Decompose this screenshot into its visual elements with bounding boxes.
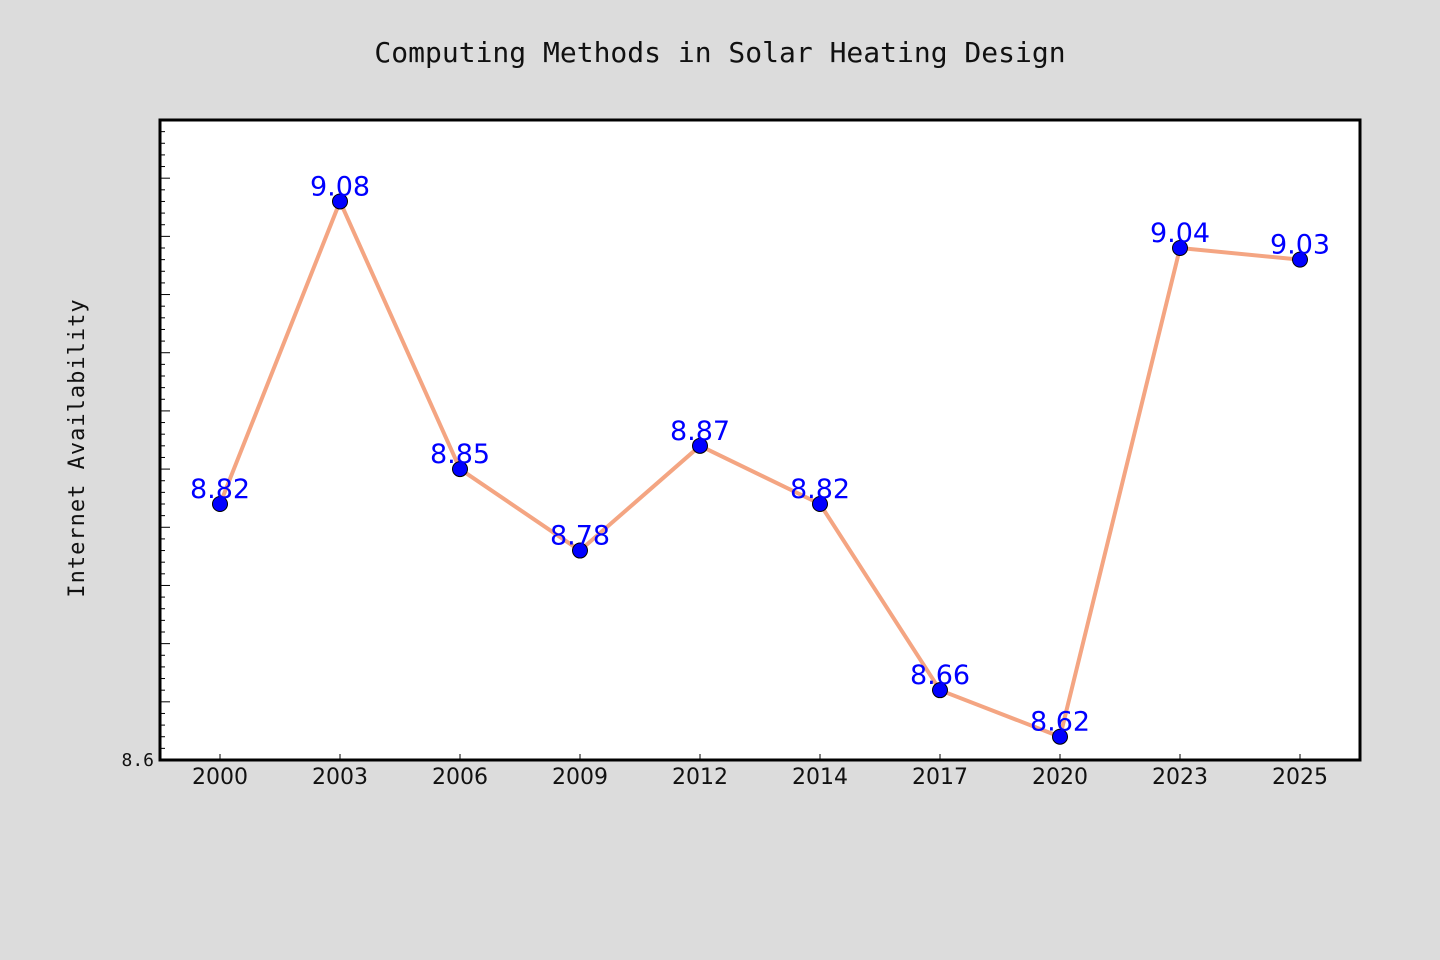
data-label: 8.82: [190, 474, 250, 505]
data-point: [332, 193, 348, 210]
series-line: [218, 199, 1302, 739]
chart-title: Computing Methods in Solar Heating Desig…: [374, 36, 1065, 69]
series-line-group: [218, 199, 1302, 739]
data-label: 8.78: [550, 521, 610, 552]
data-labels: 8.82 9.08 8.85 8.78 8.87 8.82 8.66 8.62 9.04 9.03: [190, 171, 1330, 737]
x-tick-label: 2023: [1152, 765, 1208, 790]
data-markers: [212, 193, 1308, 745]
data-point: [1172, 240, 1188, 256]
x-tick-label: 2009: [552, 765, 608, 790]
data-label: 8.66: [910, 660, 970, 691]
x-tick-label: 2020: [1032, 765, 1088, 790]
x-tick-label: 2006: [432, 765, 488, 790]
data-label: 8.87: [670, 416, 730, 447]
data-label: 8.62: [1030, 707, 1090, 738]
data-label: 9.08: [310, 171, 370, 202]
x-tick-label: 2003: [312, 765, 368, 790]
plot-area: [158, 118, 1362, 762]
data-label: 8.85: [430, 439, 490, 470]
data-point: [452, 461, 468, 478]
x-axis-ticks: 2000 2003 2006 2009 2012 2014 2017 2020 2023 2025: [192, 754, 1328, 790]
data-point: [1052, 728, 1068, 745]
data-label: 9.03: [1270, 230, 1330, 261]
x-tick-label: 2017: [912, 765, 968, 790]
x-tick-label: 2000: [192, 765, 248, 790]
data-point: [1292, 251, 1308, 268]
data-label: 9.04: [1150, 218, 1210, 249]
y-axis-ticks: 8.6: [121, 119, 170, 771]
x-tick-label: 2025: [1272, 765, 1328, 790]
data-point: [812, 496, 828, 512]
x-tick-label: 2012: [672, 765, 728, 790]
y-tick-label: 8.6: [121, 750, 154, 771]
x-tick-label: 2014: [792, 765, 848, 790]
y-axis-title: Internet Availability: [65, 298, 90, 597]
data-point: [932, 682, 948, 699]
data-label: 8.82: [790, 474, 850, 505]
data-point: [692, 437, 708, 454]
data-point: [572, 542, 588, 559]
data-point: [212, 496, 228, 512]
